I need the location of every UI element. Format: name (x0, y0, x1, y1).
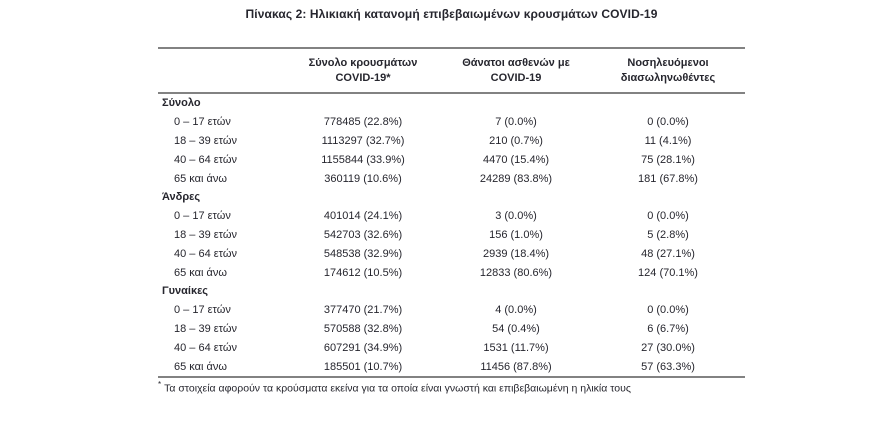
footnote-text: Τα στοιχεία αφορούν τα κρούσματα εκείνα … (164, 382, 631, 395)
cases-cell: 174612 (10.5%) (323, 266, 403, 279)
age-label-cell: 40 – 64 ετών (174, 341, 237, 354)
intubated-cell: 181 (67.8%) (638, 172, 698, 185)
table-row: 0 – 17 ετών 377470 (21.7%) 4 (0.0%) 0 (0.0%… (158, 301, 745, 320)
empty-cell (285, 93, 441, 113)
table-row: 0 – 17 ετών 778485 (22.8%) 7 (0.0%) 0 (0.0%… (158, 113, 745, 132)
deaths-cell: 12833 (80.6%) (479, 266, 553, 279)
header-empty-cell (158, 48, 285, 93)
deaths-cell: 4470 (15.4%) (482, 153, 550, 166)
cases-cell: 570588 (32.8%) (323, 322, 403, 335)
intubated-cell: 48 (27.1%) (641, 247, 695, 260)
empty-cell (591, 188, 745, 207)
cases-cell: 1113297 (32.7%) (321, 134, 405, 147)
cases-cell: 607291 (34.9%) (323, 341, 403, 354)
age-label-cell: 0 – 17 ετών (174, 210, 231, 223)
empty-cell (591, 93, 745, 113)
covid-age-table-wrap: Σύνολο κρουσμάτων COVID-19* Θάνατοι ασθε… (158, 47, 745, 378)
table-row: 18 – 39 ετών 542703 (32.6%) 156 (1.0%) 5 (2… (158, 226, 745, 245)
section-label: Σύνολο (162, 97, 201, 110)
table-title: Πίνακας 2: Ηλικιακή κατανομή επιβεβαιωμέ… (245, 7, 658, 21)
deaths-cell: 4 (0.0%) (495, 304, 537, 317)
table-footnote: * Τα στοιχεία αφορούν τα κρούσματα εκείνα… (158, 378, 798, 396)
section-label: Γυναίκες (162, 285, 209, 298)
table-row: 65 και άνω 174612 (10.5%) 12833 (80.6%) 124… (158, 263, 745, 282)
table-row: 40 – 64 ετών 548538 (32.9%) 2939 (18.4%) 48… (158, 244, 745, 263)
empty-cell (441, 188, 591, 207)
intubated-cell: 75 (28.1%) (641, 153, 695, 166)
cases-cell: 360119 (10.6%) (324, 172, 402, 185)
intubated-cell: 27 (30.0%) (641, 341, 695, 354)
intubated-cell: 0 (0.0%) (647, 304, 689, 317)
table-row: 65 και άνω 360119 (10.6%) 24289 (83.8%) 181… (158, 169, 745, 188)
age-label-cell: 18 – 39 ετών (174, 228, 237, 241)
section-header-row: Γυναίκες (158, 282, 745, 301)
intubated-cell: 5 (2.8%) (647, 228, 689, 241)
age-label-cell: 65 και άνω (174, 360, 227, 373)
deaths-cell: 11456 (87.8%) (480, 360, 552, 373)
empty-cell (441, 282, 591, 301)
intubated-cell: 0 (0.0%) (647, 116, 689, 129)
age-label-cell: 18 – 39 ετών (174, 322, 237, 335)
age-label-cell: 40 – 64 ετών (174, 153, 237, 166)
table-row: 18 – 39 ετών 1113297 (32.7%) 210 (0.7%) 11 … (158, 132, 745, 151)
header-deaths: Θάνατοι ασθενών με COVID-19 (462, 56, 570, 84)
empty-cell (591, 282, 745, 301)
deaths-cell: 1531 (11.7%) (483, 341, 549, 354)
section-label: Άνδρες (162, 191, 201, 204)
intubated-cell: 6 (6.7%) (647, 322, 689, 335)
cases-cell: 1155844 (33.9%) (321, 153, 405, 166)
table-row: 18 – 39 ετών 570588 (32.8%) 54 (0.4%) 6 (6.… (158, 320, 745, 339)
deaths-cell: 7 (0.0%) (495, 116, 537, 129)
empty-cell (285, 282, 441, 301)
empty-cell (285, 188, 441, 207)
age-label-cell: 40 – 64 ετών (174, 247, 237, 260)
deaths-cell: 3 (0.0%) (495, 210, 537, 223)
table-row: 40 – 64 ετών 607291 (34.9%) 1531 (11.7%) 27… (158, 338, 745, 357)
age-label-cell: 0 – 17 ετών (174, 116, 231, 129)
intubated-cell: 124 (70.1%) (638, 266, 698, 279)
covid-age-table: Σύνολο κρουσμάτων COVID-19* Θάνατοι ασθε… (158, 47, 745, 378)
header-total-cases: Σύνολο κρουσμάτων COVID-19* (308, 56, 418, 84)
footnote-asterisk: * (158, 380, 162, 389)
age-label-cell: 18 – 39 ετών (174, 134, 237, 147)
table-row: 65 και άνω 185501 (10.7%) 11456 (87.8%) 57 … (158, 357, 745, 377)
cases-cell: 778485 (22.8%) (323, 116, 403, 129)
cases-cell: 548538 (32.9%) (323, 247, 403, 260)
intubated-cell: 57 (63.3%) (641, 360, 695, 373)
deaths-cell: 2939 (18.4%) (482, 247, 550, 260)
age-label-cell: 65 και άνω (174, 172, 227, 185)
header-row: Σύνολο κρουσμάτων COVID-19* Θάνατοι ασθε… (158, 48, 745, 93)
deaths-cell: 24289 (83.8%) (479, 172, 553, 185)
age-label-cell: 65 και άνω (174, 266, 227, 279)
cases-cell: 401014 (24.1%) (323, 210, 403, 223)
cases-cell: 185501 (10.7%) (323, 360, 403, 373)
age-label-cell: 0 – 17 ετών (174, 304, 231, 317)
empty-cell (441, 93, 591, 113)
header-intubated: Νοσηλευόμενοι διασωληνωθέντες (620, 56, 716, 84)
deaths-cell: 156 (1.0%) (489, 228, 543, 241)
deaths-cell: 210 (0.7%) (489, 134, 543, 147)
section-header-row: Σύνολο (158, 93, 745, 113)
intubated-cell: 0 (0.0%) (647, 210, 689, 223)
cases-cell: 542703 (32.6%) (323, 228, 403, 241)
table-row: 0 – 17 ετών 401014 (24.1%) 3 (0.0%) 0 (0.0%… (158, 207, 745, 226)
intubated-cell: 11 (4.1%) (644, 134, 692, 147)
deaths-cell: 54 (0.4%) (492, 322, 540, 335)
cases-cell: 377470 (21.7%) (323, 304, 403, 317)
table-row: 40 – 64 ετών 1155844 (33.9%) 4470 (15.4%) 7… (158, 150, 745, 169)
section-header-row: Άνδρες (158, 188, 745, 207)
